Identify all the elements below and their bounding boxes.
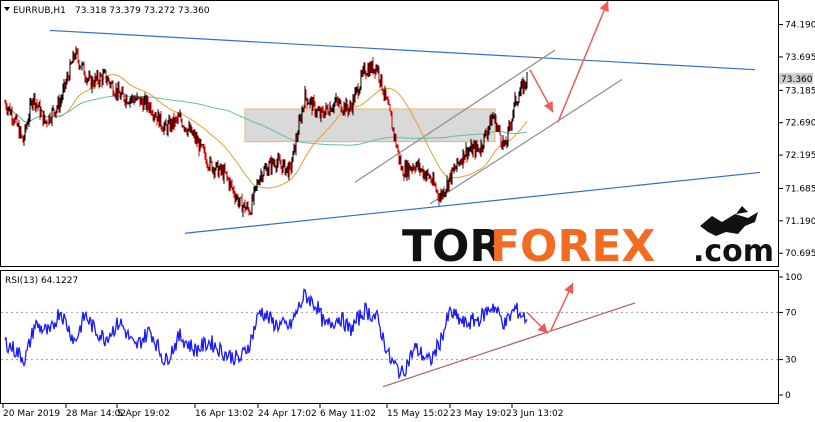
x-axis: 20 Mar 2019 28 Mar 14:025 Apr 19:02 16 Apr… [2, 404, 563, 419]
trend-line [429, 79, 623, 205]
rsi-forecast-arrows [526, 282, 574, 335]
y-tick-label: 72.195 [785, 151, 815, 161]
dropdown-triangle-icon[interactable] [4, 7, 10, 11]
x-tick-label: 23 May 19:02 [450, 409, 512, 419]
main-y-axis: 74.190 73.695 73.185 72.690 72.195 71.685 71.1… [779, 21, 815, 259]
x-tick-label: 15 May 15:02 [387, 409, 449, 419]
trend-line [49, 29, 756, 71]
rsi-trend-line [382, 302, 636, 388]
y-tick-label: 73.695 [785, 53, 815, 63]
forecast-arrow-head [599, 1, 609, 13]
rsi-panel-frame [0, 270, 779, 404]
rsi-tick-label: 0 [785, 391, 791, 401]
logo-com-text: .com [693, 234, 774, 269]
current-price-tag-bg [779, 72, 813, 84]
rsi-tick-label: 100 [785, 273, 802, 283]
forecast-arrow-head [564, 282, 574, 295]
y-tick-label: 72.690 [785, 119, 815, 129]
bull-bear-icon [700, 206, 758, 236]
main-forecast-arrows [529, 0, 609, 123]
x-tick-label: 16 Apr 13:02 [195, 409, 254, 419]
rsi-tick-label: 30 [785, 356, 797, 366]
current-price-tag: 73.360 [779, 72, 813, 85]
main-header: EURRUB,H1 73.318 73.379 73.272 73.360 [4, 6, 210, 16]
x-tick-label: 28 Mar 14:02 [66, 409, 126, 419]
rsi-trend-lines [382, 302, 636, 388]
logo-forex-text: FOREX [490, 221, 655, 272]
x-tick-label: 5 Apr 19:02 [117, 409, 170, 419]
candlestick-series [4, 46, 528, 218]
ohlc-header: 73.318 73.379 73.272 73.360 [75, 6, 210, 16]
x-tick-label: 20 Mar 2019 [3, 409, 60, 419]
x-tick-label: 3 Jun 13:02 [512, 409, 563, 419]
y-tick-label: 71.190 [785, 217, 815, 227]
y-tick-label: 70.695 [785, 249, 815, 259]
torforex-logo: TOR FOREX .com [402, 206, 774, 272]
y-tick-label: 73.185 [785, 86, 815, 96]
rsi-series-line [4, 288, 528, 380]
y-tick-label: 71.685 [785, 184, 815, 194]
main-trend-lines [49, 29, 761, 234]
trend-line [354, 49, 556, 183]
x-tick-label: 6 May 11:02 [320, 409, 376, 419]
current-price-tag-text: 73.360 [781, 75, 813, 85]
trend-line [184, 171, 761, 234]
logo-tor-text: TOR [402, 221, 503, 272]
forecast-arrow-head [543, 101, 553, 113]
y-tick-label: 74.190 [785, 21, 815, 31]
rsi-y-axis: 100 70 30 0 [779, 273, 802, 401]
moving-average-slow [4, 95, 528, 146]
forecast-arrow [557, 0, 609, 123]
forecast-arrow-head [537, 323, 548, 334]
rsi-tick-label: 70 [785, 308, 797, 318]
symbol-header: EURRUB,H1 [13, 6, 66, 16]
x-tick-label: 24 Apr 17:02 [258, 409, 317, 419]
rsi-line [4, 288, 528, 380]
rsi-header: RSI(13) 64.1227 [5, 276, 78, 286]
